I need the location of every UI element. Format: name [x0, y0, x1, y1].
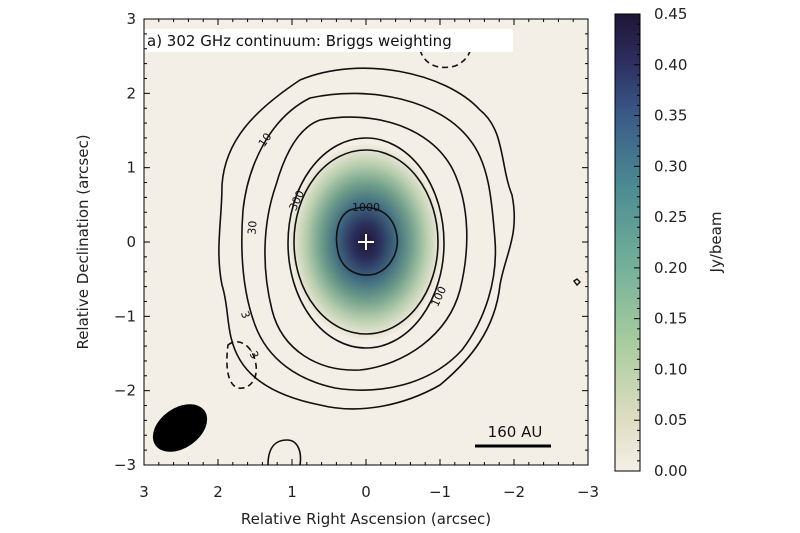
- contour-10: [240, 92, 497, 391]
- colorbar: 0.00 0.05 0.10 0.15 0.20 0.25 0.30 0.35 0.40 0.45…: [614, 5, 725, 480]
- x-tick-label: −2: [503, 483, 525, 501]
- contour-300: [293, 149, 439, 335]
- x-axis-label: Relative Right Ascension (arcsec): [241, 510, 491, 528]
- colorbar-tick-label: 0.15: [654, 310, 687, 328]
- x-tick-label: −1: [429, 483, 451, 501]
- y-tick-label: −3: [114, 456, 136, 474]
- y-tick-label: 2: [126, 84, 136, 102]
- chart-title: a) 302 GHz continuum: Briggs weighting: [147, 32, 452, 50]
- colorbar-ticks: 0.00 0.05 0.10 0.15 0.20 0.25 0.30 0.35 0.40 0.45: [634, 5, 687, 480]
- y-tick-label: −1: [114, 307, 136, 325]
- colorbar-gradient: [614, 13, 641, 472]
- y-tick-label: 1: [126, 159, 136, 177]
- beam-ellipse: [152, 404, 208, 452]
- scale-bar-label: 160 AU: [488, 423, 543, 441]
- y-tick-label: −2: [114, 382, 136, 400]
- x-axis: 3 2 1 0 −1 −2 −3: [139, 19, 599, 501]
- colorbar-tick-label: 0.10: [654, 360, 687, 378]
- x-tick-label: 1: [287, 483, 297, 501]
- contour-3: [218, 67, 516, 410]
- contour-100: [287, 137, 445, 349]
- x-tick-label: −3: [577, 483, 599, 501]
- colorbar-label: Jy/beam: [707, 212, 725, 274]
- colorbar-tick-label: 0.25: [654, 208, 687, 226]
- colorbar-tick-label: 0.40: [654, 56, 687, 74]
- x-tick-label: 3: [139, 483, 149, 501]
- colorbar-tick-label: 0.35: [654, 107, 687, 125]
- y-axis-label: Relative Declination (arcsec): [74, 134, 92, 349]
- colorbar-tick-label: 0.00: [654, 462, 687, 480]
- contour-3-south: [267, 439, 302, 465]
- contour-label-3: 3: [238, 309, 253, 320]
- source-marker: [358, 234, 374, 250]
- contour-label-1000: 1000: [352, 201, 380, 214]
- contour-neg3-west: [226, 341, 257, 389]
- y-axis: 3 2 1 0 −1 −2 −3: [114, 10, 588, 474]
- contour-1000: [335, 206, 399, 276]
- colorbar-tick-label: 0.30: [654, 157, 687, 175]
- colorbar-tick-label: 0.45: [654, 5, 687, 23]
- contour-labels: 10 30 300 1000 100 3 -3: [238, 131, 449, 362]
- y-tick-label: 3: [126, 10, 136, 28]
- x-tick-label: 2: [213, 483, 223, 501]
- colorbar-tick-label: 0.20: [654, 259, 687, 277]
- contour-30: [264, 116, 468, 371]
- x-tick-label: 0: [361, 483, 371, 501]
- plot-area: 10 30 300 1000 100 3 -3 160 AU a): [143, 18, 589, 466]
- contour-artefact: [572, 278, 581, 287]
- colorbar-tick-label: 0.05: [654, 411, 687, 429]
- y-tick-label: 0: [126, 233, 136, 251]
- contours: [218, 67, 516, 465]
- contour-label-30: 30: [245, 220, 259, 235]
- title-background: [144, 29, 513, 52]
